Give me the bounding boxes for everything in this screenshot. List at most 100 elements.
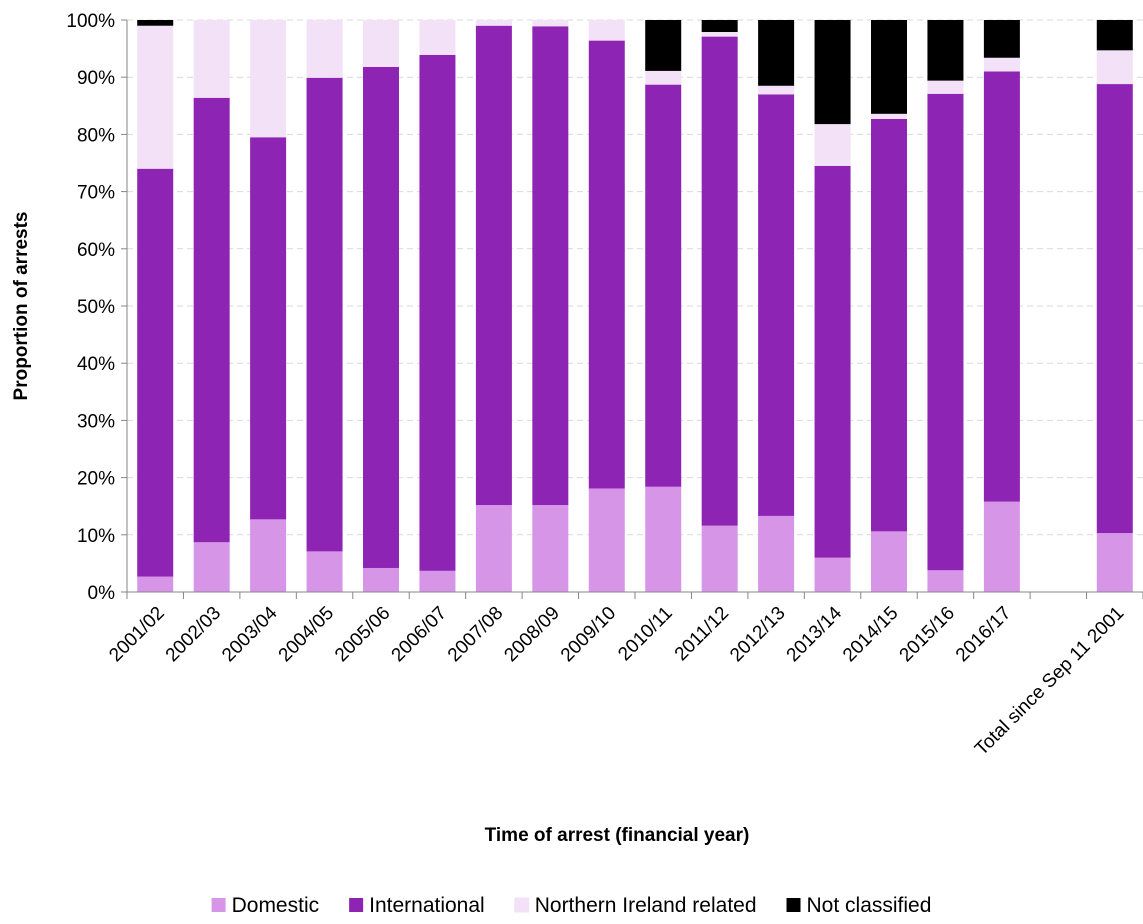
bar-segment <box>871 20 907 114</box>
axes <box>121 19 1143 599</box>
bar-segment <box>814 165 851 558</box>
bar-segment <box>532 505 569 592</box>
y-tick-label: 20% <box>77 469 115 490</box>
bar-segment <box>588 488 625 592</box>
y-tick-label: 90% <box>77 68 115 89</box>
bar-segment <box>363 567 399 592</box>
bar-segment <box>363 66 399 568</box>
x-tick-label: 2010/11 <box>614 603 676 665</box>
bar-segment <box>306 77 343 552</box>
bar-segment <box>927 20 964 81</box>
y-tick-label: 0% <box>88 583 116 604</box>
x-tick-label: 2011/12 <box>671 603 733 665</box>
legend: Domestic International Northern Ireland re… <box>211 894 932 917</box>
x-tick-label: 2016/17 <box>952 603 1015 666</box>
x-tick-label: 2013/14 <box>783 602 847 666</box>
x-tick-label: 2004/05 <box>275 603 338 666</box>
x-tick-label: 2014/15 <box>839 603 902 666</box>
bar-segment <box>701 36 738 526</box>
bar-segment <box>645 486 682 592</box>
x-tick-label: 2002/03 <box>162 603 225 666</box>
bar-segment <box>419 20 456 55</box>
legend-label: Not classified <box>807 894 932 917</box>
bar-segment <box>137 168 174 577</box>
bar-segment <box>306 20 343 78</box>
legend-swatch <box>349 898 364 912</box>
bar-segment <box>250 519 287 592</box>
y-axis-title: Proportion of arrests <box>11 212 32 401</box>
y-tick-label: 70% <box>77 183 115 204</box>
bar-segment <box>306 551 343 592</box>
bar-segment <box>645 20 682 71</box>
bar-segment <box>475 505 512 592</box>
bar-segment <box>814 124 851 166</box>
bar-segment <box>983 20 1020 58</box>
bar-segment <box>758 515 795 592</box>
y-tick-label: 30% <box>77 411 115 432</box>
bar-segment <box>871 531 907 592</box>
x-tick-label: 2003/04 <box>218 602 282 666</box>
bar-segment <box>419 570 456 592</box>
y-tick-label: 100% <box>66 11 115 32</box>
bar-segment <box>927 570 964 592</box>
bar-segment <box>701 525 738 592</box>
bar-segment <box>701 20 738 33</box>
y-tick-label: 50% <box>77 297 115 318</box>
legend-swatch <box>786 898 801 912</box>
y-tick-labels: 0% 10% 20% 30% 40% 50% 60% 70% 80% 90% 100% <box>66 11 115 604</box>
bar-segment <box>814 557 851 592</box>
bar-segment <box>871 118 907 532</box>
bar-segment <box>983 57 1020 72</box>
bar-segment <box>1096 50 1133 85</box>
bar-segment <box>588 40 625 489</box>
bar-segment <box>588 20 625 41</box>
bar-segment <box>532 26 569 506</box>
bar-segment <box>645 84 682 487</box>
legend-label: International <box>369 894 485 917</box>
y-tick-label: 80% <box>77 125 115 146</box>
x-tick-labels: 2001/022002/032003/042004/052005/062006/… <box>105 602 1128 760</box>
bar-segment <box>137 25 174 169</box>
bar-segment <box>814 20 851 125</box>
x-tick-label: 2006/07 <box>388 603 451 666</box>
bar-segment <box>983 71 1020 502</box>
bar-segment <box>193 20 230 98</box>
bar-segment <box>250 20 287 138</box>
bar-segment <box>363 20 399 67</box>
bar-segment <box>475 25 512 506</box>
bar-segment <box>927 80 964 94</box>
bar-segment <box>193 542 230 592</box>
y-tick-label: 40% <box>77 354 115 375</box>
bar-segment <box>645 70 682 85</box>
legend-swatch <box>211 898 226 912</box>
x-tick-label: 2008/09 <box>500 603 563 666</box>
x-tick-label: 2009/10 <box>557 603 620 666</box>
bar-segment <box>871 113 907 119</box>
bar-segment <box>1096 20 1133 51</box>
x-tick-label: 2001/02 <box>105 603 168 666</box>
legend-label: Domestic <box>232 894 320 917</box>
legend-swatch <box>514 897 530 913</box>
bar-segment <box>758 85 795 95</box>
bar-segment <box>758 20 795 86</box>
bar-segment <box>250 137 287 520</box>
bar-segment <box>137 576 174 592</box>
bar-segment <box>1096 533 1133 592</box>
bar-segment <box>701 32 738 37</box>
bar-segment <box>532 20 569 27</box>
bar-segment <box>758 94 795 516</box>
bar-segment <box>983 501 1020 592</box>
x-axis-title: Time of arrest (financial year) <box>485 825 750 846</box>
y-tick-label: 10% <box>77 526 115 547</box>
bars <box>137 20 1133 592</box>
x-tick-label: 2012/13 <box>726 603 789 666</box>
y-tick-label: 60% <box>77 240 115 261</box>
bar-segment <box>927 93 964 571</box>
x-tick-label: 2015/16 <box>896 603 959 666</box>
bar-segment <box>419 54 456 571</box>
legend-label: Northern Ireland related <box>535 894 757 917</box>
x-tick-label: 2005/06 <box>331 603 394 666</box>
bar-segment <box>193 97 230 543</box>
bar-segment <box>137 20 174 26</box>
